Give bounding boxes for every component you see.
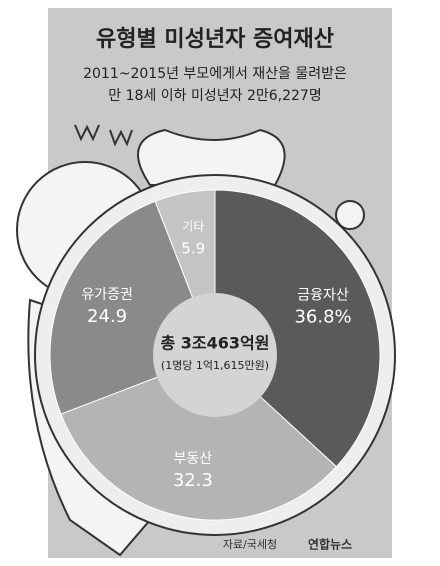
pie-slice <box>214 189 381 468</box>
center-note: (1명당 1억1,615만원) <box>161 359 269 372</box>
pie-slice <box>60 354 338 521</box>
source: 자료/국세청 <box>223 538 277 551</box>
pie: 금융자산 36.8% 부동산 32.3 유가증권 24.9 기타 5.9 <box>49 189 381 521</box>
donut-hole <box>153 293 277 417</box>
logo: 연합뉴스 <box>308 537 352 552</box>
value-label: 36.8% <box>294 307 351 328</box>
center-total: 총 3조463억원 <box>161 334 270 353</box>
subtitle: 만 18세 이하 미성년자 2만6,227명 <box>108 88 321 104</box>
slice-label: 금융자산 <box>297 288 349 304</box>
value-label: 24.9 <box>87 306 127 327</box>
value-label: 32.3 <box>173 470 213 491</box>
value-label: 5.9 <box>181 240 205 258</box>
chart-title: 유형별 미성년자 증여재산 <box>96 27 334 52</box>
slice-label: 유가증권 <box>81 287 133 303</box>
slice-label: 기타 <box>182 220 204 234</box>
subtitle: 2011~2015년 부모에게서 재산을 물려받은 <box>83 66 347 82</box>
slice-label: 부동산 <box>174 451 213 467</box>
